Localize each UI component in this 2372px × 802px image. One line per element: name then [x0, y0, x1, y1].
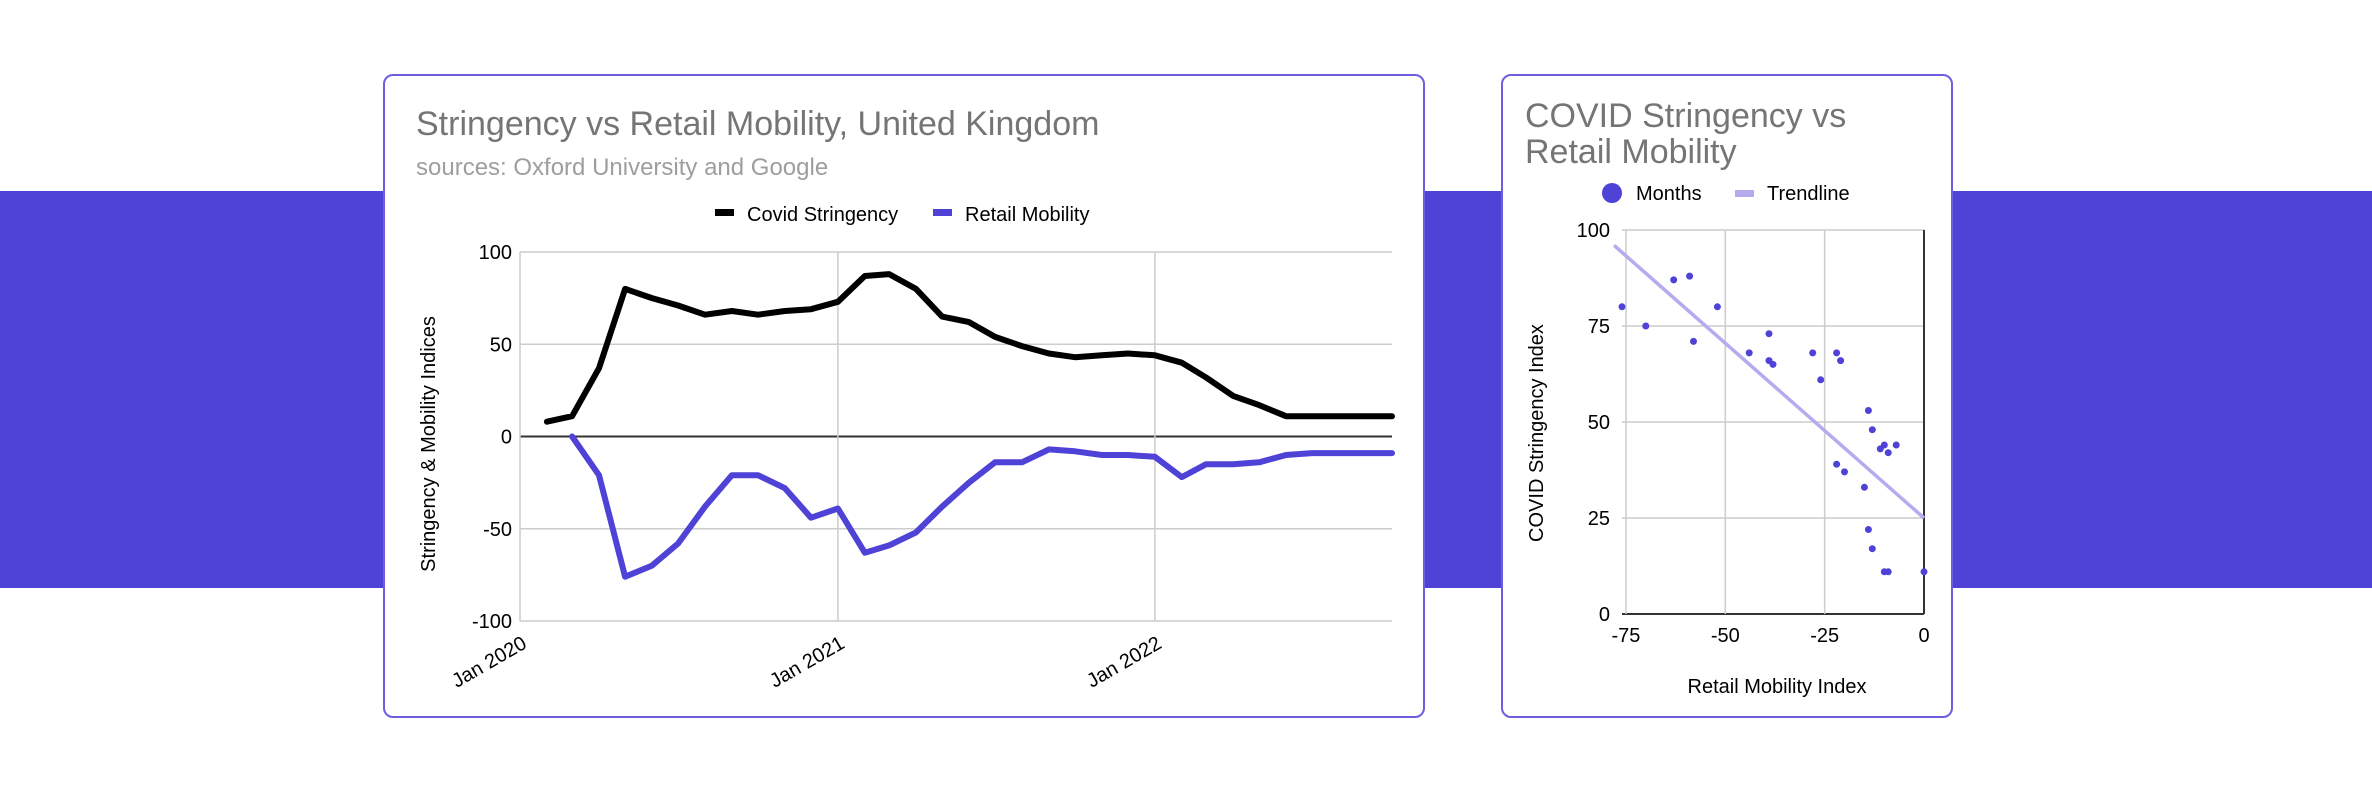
legend-swatch-months — [1602, 183, 1622, 203]
line-chart-series — [543, 271, 1395, 580]
y-tick-label: -50 — [483, 519, 512, 541]
scatter-y-tick-label: 75 — [1588, 316, 1610, 338]
scatter-point — [1860, 483, 1868, 491]
legend-swatch-trendline — [1735, 190, 1754, 197]
scatter-point — [1841, 468, 1848, 476]
scatter-y-tick-label: 0 — [1599, 604, 1610, 626]
scatter-points — [1618, 272, 1928, 576]
scatter-point — [1864, 526, 1872, 533]
legend-swatch-stringency — [715, 209, 734, 216]
trendline — [1612, 244, 1926, 520]
series-line-stringency — [543, 271, 1395, 425]
line-chart-grid — [519, 251, 1392, 622]
y-tick-label: 50 — [490, 334, 512, 356]
scatter-point — [1884, 568, 1892, 576]
line-chart-card: Stringency vs Retail Mobility, United Ki… — [383, 74, 1425, 718]
scatter-point — [1920, 568, 1928, 576]
scatter-point — [1618, 303, 1626, 311]
scatter-y-tick-label: 50 — [1588, 412, 1610, 434]
x-tick-label: Jan 2020 — [448, 632, 530, 692]
scatter-point — [1868, 426, 1876, 434]
y-tick-label: 0 — [501, 427, 512, 449]
scatter-point — [1892, 441, 1900, 449]
scatter-point — [1833, 460, 1841, 468]
scatter-x-tick-label: -50 — [1711, 625, 1740, 647]
legend-label-stringency: Covid Stringency — [747, 204, 898, 226]
scatter-point — [1809, 349, 1817, 357]
scatter-point — [1817, 376, 1825, 384]
line-chart-legend: Covid Stringency Retail Mobility — [715, 204, 1089, 226]
scatter-point — [1769, 360, 1777, 368]
legend-label-mobility: Retail Mobility — [965, 204, 1089, 226]
scatter-point — [1864, 407, 1872, 414]
scatter-point — [1686, 272, 1694, 280]
x-tick-label: Jan 2022 — [1083, 632, 1165, 692]
scatter-title: COVID Stringency vs Retail Mobility — [1525, 97, 1847, 171]
scatter-point — [1670, 276, 1678, 284]
scatter-point — [1690, 337, 1697, 345]
scatter-point — [1880, 441, 1888, 449]
legend-label-months: Months — [1636, 183, 1702, 205]
scatter-point — [1868, 545, 1876, 553]
scatter-point — [1745, 349, 1753, 357]
scatter-y-tick-label: 100 — [1577, 220, 1610, 242]
scatter-x-tick-label: -25 — [1810, 625, 1839, 647]
y-tick-label: -100 — [472, 611, 512, 633]
scatter-y-tick-label: 25 — [1588, 508, 1610, 530]
scatter-point — [1837, 357, 1845, 365]
scatter-x-axis-label: Retail Mobility Index — [1688, 676, 1867, 698]
series-line-mobility — [569, 433, 1395, 580]
scatter-point — [1642, 322, 1650, 330]
scatter-point — [1884, 449, 1892, 457]
scatter-x-tick-label: 0 — [1918, 625, 1929, 647]
y-tick-label: 100 — [479, 242, 512, 264]
scatter-x-tick-label: -75 — [1612, 625, 1641, 647]
legend-label-trendline: Trendline — [1767, 183, 1850, 205]
legend-swatch-mobility — [933, 209, 952, 216]
chart-subtitle: sources: Oxford University and Google — [416, 154, 829, 181]
y-axis-label: Stringency & Mobility Indices — [418, 316, 440, 572]
scatter-chart-card: COVID Stringency vs Retail Mobility 100 7… — [1501, 74, 1953, 718]
scatter-trendline — [1612, 244, 1926, 520]
chart-title: Stringency vs Retail Mobility, United Ki… — [416, 105, 1100, 143]
scatter-chart-grid — [1622, 229, 1925, 615]
scatter-y-axis-label: COVID Stringency Index — [1526, 324, 1548, 542]
scatter-point — [1765, 330, 1773, 338]
x-tick-label: Jan 2021 — [766, 632, 848, 692]
scatter-point — [1713, 303, 1721, 311]
scatter-point — [1833, 349, 1841, 357]
scatter-chart-legend: Months Trendline — [1602, 183, 1850, 205]
